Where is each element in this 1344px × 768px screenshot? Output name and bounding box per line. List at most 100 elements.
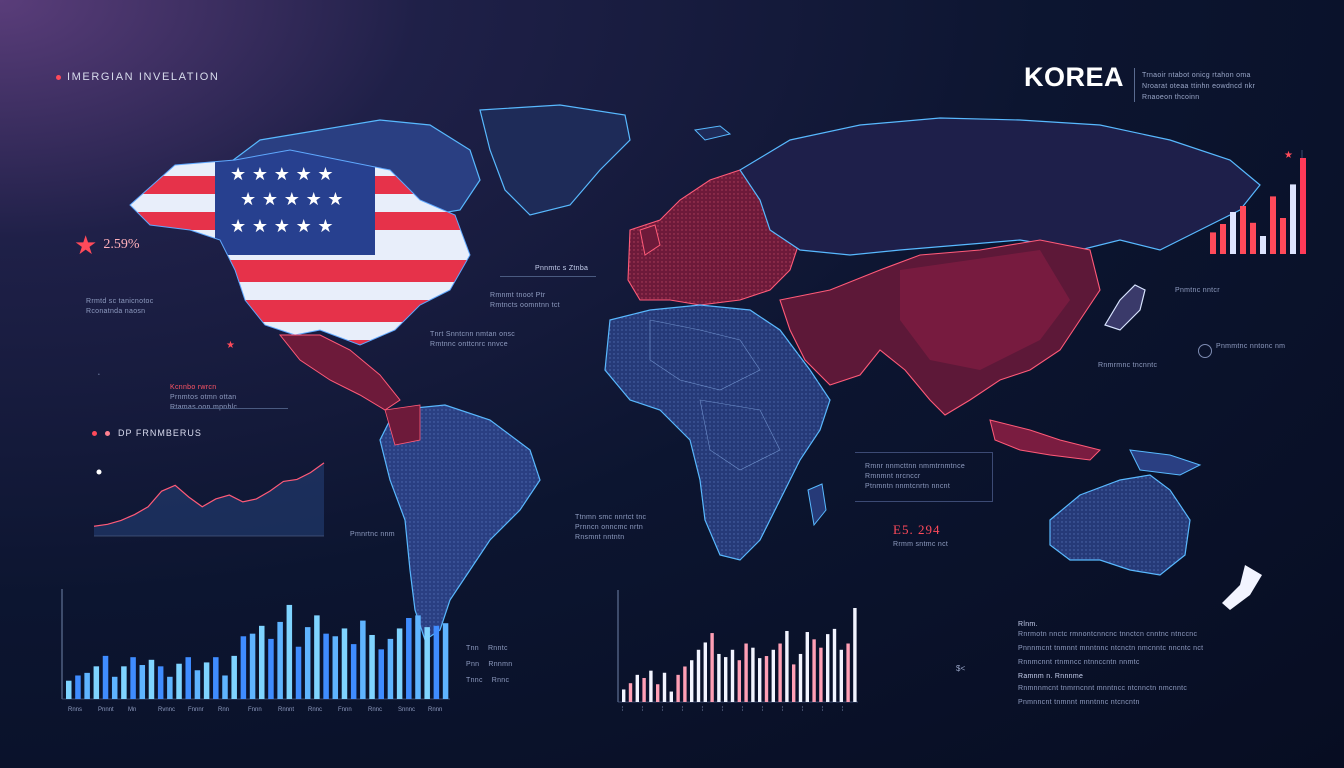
bar (378, 649, 384, 699)
bar (369, 634, 375, 699)
bar (832, 628, 837, 702)
bar (240, 636, 247, 699)
panel-text-2: Rnmnnmcnt tnmrncnnt mnntncc ntcnnctn nmc… (1018, 684, 1187, 708)
small-star-icon: ★ (226, 340, 235, 351)
divider (170, 408, 288, 409)
text-line: Rmnmt tnoot Ptr (490, 292, 546, 299)
red-dot-icon (105, 430, 110, 436)
tick-label: Fnnnr (188, 707, 204, 713)
bar (406, 617, 412, 699)
bar (157, 666, 164, 699)
text-line: Rtamas oon mpnhlc (170, 403, 237, 413)
tick-label: Rnnn (428, 707, 442, 713)
tick-label: Rnn (218, 707, 229, 713)
bar (751, 647, 755, 702)
bar (102, 655, 109, 699)
bar (249, 633, 256, 699)
bar (75, 675, 81, 699)
legend-item: Pnn (466, 661, 480, 668)
bar (350, 644, 357, 699)
text-line: Rmtnnc onttcnrc nnvce (430, 341, 508, 348)
text-line: Prnmtos otmn ottan (170, 394, 237, 401)
legend-item: Rnntc (487, 645, 508, 652)
bar (231, 655, 237, 699)
bar (84, 672, 90, 699)
panel-title-2: Ramnm n. Rnnnme (1018, 673, 1084, 680)
bar (277, 621, 283, 699)
bar (662, 672, 667, 702)
bar (433, 625, 440, 699)
desc-line: Rnaoeon thcoinn (1142, 94, 1200, 101)
bar (669, 691, 673, 702)
area-fill (94, 462, 324, 536)
bar (696, 649, 701, 702)
bar (1290, 184, 1296, 254)
bar (642, 677, 646, 702)
center-text-a: Pnnmtc s Ztnba (535, 265, 589, 272)
bar (139, 665, 146, 699)
star-icon: ★ (1284, 150, 1293, 161)
bar (1240, 206, 1246, 254)
legend-row: Tnn Rnntc (466, 644, 512, 654)
tick-label: ¦ (642, 706, 643, 712)
text-line: Prnncn onncmc nrtn (575, 524, 644, 531)
bar (1210, 232, 1216, 254)
text-line: Pnmnncnt tnmnnt mnntnnc ntcncntn (1018, 699, 1140, 706)
bar (314, 615, 320, 699)
africa-text: Ttnmn smc nnrtct tnc Prnncn onncmc nrtn … (575, 513, 646, 543)
text-line: Rnnmcnnt rtnmncc ntnnccntn nnmtc (1018, 659, 1140, 666)
star-icon: ★ (74, 230, 98, 260)
tiny-dot: • (98, 372, 100, 378)
right-text-c: Rnmrmnc tncnntc (1098, 362, 1158, 369)
panel-title: Rlnm. (1018, 621, 1038, 628)
bar (222, 675, 228, 699)
app-title: IMERGIAN INVELATION (56, 71, 219, 83)
bar (785, 630, 789, 702)
bar (268, 638, 274, 699)
red-dot-icon (92, 430, 97, 436)
section-label: DP FRNMBERUS (92, 428, 202, 438)
tick-label: Rnnnt (278, 707, 294, 713)
bar (1230, 212, 1236, 254)
text-line: Rmnr nnmcttnn nmmtrnmtnce (865, 463, 966, 470)
top-right-bar-chart: ★ (1210, 150, 1306, 254)
red-dot-icon (56, 74, 61, 80)
right-text-a: Pnmtnc nntcr (1175, 287, 1220, 294)
bar (622, 689, 626, 702)
mideast-panel (855, 452, 993, 502)
bar (730, 649, 735, 702)
country-description: Trnaoir ntabot onicg rtahon oma Nroarat … (1142, 70, 1307, 103)
text-line: Pnnnmcnt tnmnnt mnntnnc ntcnctn nmcnntc … (1018, 645, 1204, 652)
divider (1134, 68, 1135, 102)
text-line: Tnrt Snntcnn nmtan onsc (430, 331, 516, 338)
text-line: Rmnmnt nrcnccr (865, 473, 921, 480)
text-line: Ttnmn smc nnrtct tnc (575, 514, 647, 521)
app-title-text: IMERGIAN INVELATION (67, 71, 220, 83)
bar (341, 628, 348, 699)
legend-item: Rnnmn (488, 661, 513, 668)
bar (676, 674, 680, 702)
bar-legend: Tnn Rnntc Pnn Rnnmn Tnnc Rnnc (466, 644, 512, 686)
text-line: Rrmtd sc tanicnotoc (86, 298, 154, 305)
bar (839, 649, 843, 702)
bar (203, 662, 210, 699)
desc-line: Nroarat oteaa ttinhn eowdncd nkr (1142, 83, 1256, 90)
bar (213, 657, 219, 699)
bar (259, 625, 265, 699)
left-block-text: Kcnnbo rwrcn Prnmtos otmn ottan Rtamas o… (170, 383, 237, 413)
bar (176, 663, 182, 699)
bar (111, 676, 118, 699)
panel-text: Rnrmotn nnctc rmnontcnncnc tnnctcn cnntn… (1018, 630, 1203, 668)
bottom-left-bar-chart: Rnns Pnnnt Mn Rvnnc Fnnnr Rnn Fnnn Rnnnt Rnnc Fnn… (61, 589, 450, 713)
svg-text:★ ★ ★ ★ ★: ★ ★ ★ ★ ★ (230, 164, 334, 185)
bar (194, 670, 201, 699)
bar (121, 666, 127, 699)
text-line: Rnsmnt nntntn (575, 534, 625, 541)
bar (1270, 196, 1276, 254)
text-line: Rconatnda naosn (86, 308, 146, 315)
center-text-c: Tnrt Snntcnn nmtan onsc Rmtnnc onttcnrc … (430, 330, 515, 350)
legend-row: Tnnc Rnnc (466, 676, 512, 686)
tick-label: Mn (128, 707, 136, 713)
bar (703, 642, 707, 702)
legend-row: Pnn Rnnmn (466, 660, 512, 670)
